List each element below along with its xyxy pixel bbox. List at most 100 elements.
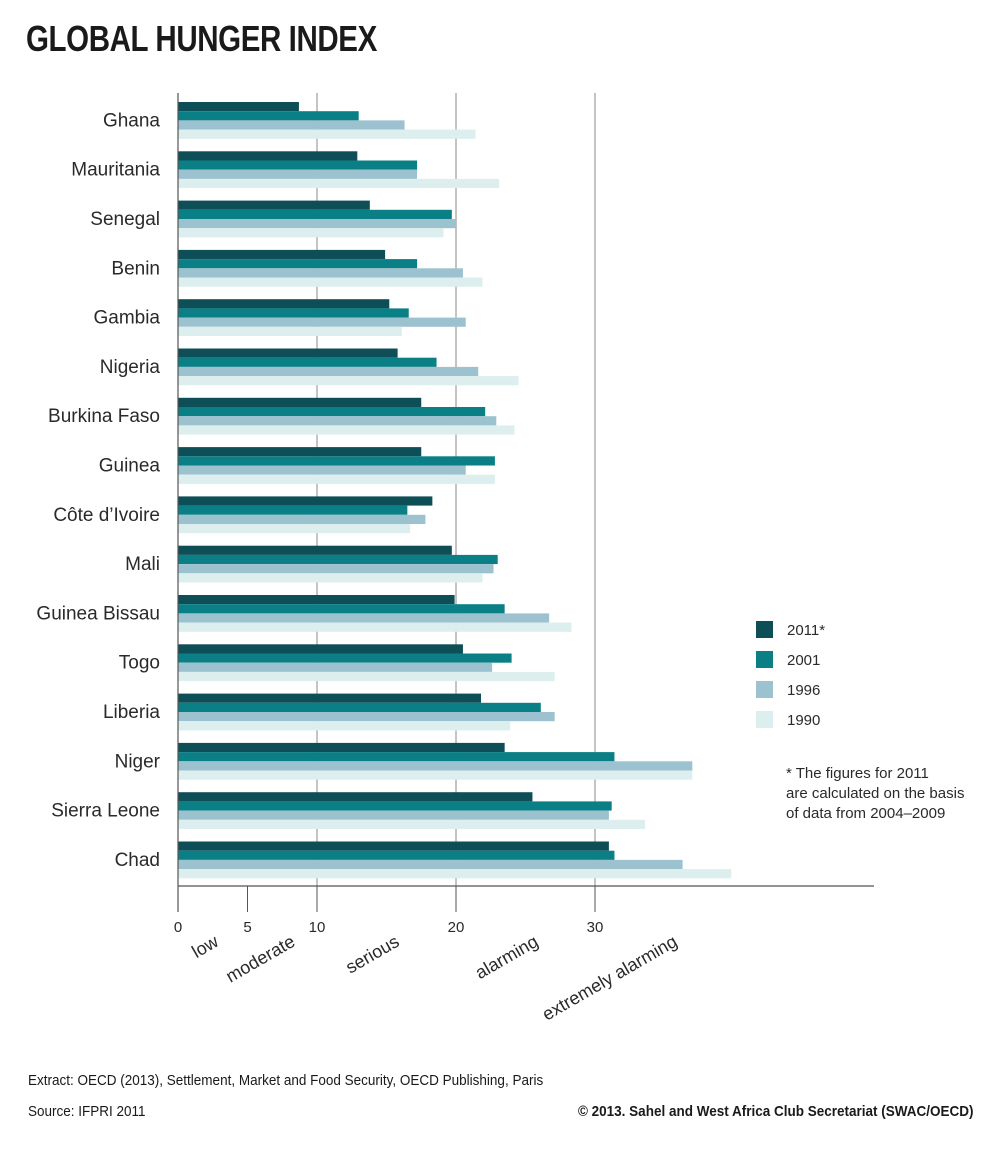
category-label: Benin <box>111 258 160 279</box>
category-label: Mali <box>125 554 160 575</box>
category-label: Sierra Leone <box>51 801 160 822</box>
category-label: Gambia <box>93 308 160 329</box>
category-label: Niger <box>115 751 161 772</box>
bar-1990-benin <box>178 277 483 287</box>
bar-2011-mauritania <box>178 151 358 161</box>
bar-2001-guinea-bissau <box>178 604 505 614</box>
bar-1990-mauritania <box>178 178 500 189</box>
category-label: Mauritania <box>71 160 160 181</box>
bar-1990-c-te-d-ivoire <box>178 524 411 534</box>
category-labels: Ghana Mauritania Senegal Benin Gambia Nigeria… <box>36 110 160 871</box>
x-tick-label: 5 <box>243 919 251 936</box>
severity-band-label: extremely alarming <box>539 931 681 1024</box>
bar-2001-togo <box>178 653 512 663</box>
bar-2001-chad <box>178 850 615 860</box>
bar-2001-nigeria <box>178 357 437 367</box>
severity-band-label: alarming <box>472 931 542 983</box>
bar-1996-sierra-leone <box>178 810 609 820</box>
bar-1990-togo <box>178 671 555 682</box>
bar-2011-c-te-d-ivoire <box>178 496 433 506</box>
bar-2011-gambia <box>178 299 390 309</box>
chart-title: GLOBAL HUNGER INDEX <box>26 18 377 59</box>
bar-1990-ghana <box>178 129 476 139</box>
bar-2001-ghana <box>178 111 359 121</box>
bar-2001-c-te-d-ivoire <box>178 505 408 515</box>
bar-1996-senegal <box>178 219 456 229</box>
bar-2011-benin <box>178 249 386 260</box>
bar-1996-burkina-faso <box>178 416 497 426</box>
category-label: Ghana <box>103 110 160 131</box>
x-tick-label: 20 <box>448 919 465 936</box>
legend-label: 2001 <box>787 652 820 669</box>
bar-2001-mali <box>178 554 498 565</box>
bar-1996-togo <box>178 662 493 672</box>
extract-text: Extract: OECD (2013), Settlement, Market… <box>28 1072 544 1089</box>
bar-1996-guinea-bissau <box>178 613 550 623</box>
category-label: Côte d’Ivoire <box>53 505 160 526</box>
bar-2001-liberia <box>178 702 541 712</box>
x-tick-label: 10 <box>309 919 326 936</box>
hunger-index-chart: Ghana Mauritania Senegal Benin Gambia Nigeria… <box>36 93 964 1025</box>
bar-2001-niger <box>178 752 615 762</box>
legend-label: 1996 <box>787 682 820 699</box>
bar-1990-nigeria <box>178 376 519 386</box>
bar-2011-burkina-faso <box>178 397 422 407</box>
bar-1996-guinea <box>178 465 466 475</box>
bar-1990-sierra-leone <box>178 819 646 829</box>
bar-1996-chad <box>178 859 683 870</box>
bar-2001-benin <box>178 259 418 269</box>
bar-1996-ghana <box>178 120 405 130</box>
legend-label: 1990 <box>787 712 820 729</box>
bar-2011-guinea <box>178 447 422 457</box>
bar-2011-guinea-bissau <box>178 595 455 605</box>
tick-labels: 0 5 10 20 30 <box>174 919 604 936</box>
bar-2011-mali <box>178 545 452 555</box>
category-label: Liberia <box>103 702 160 723</box>
bar-2011-niger <box>178 742 505 753</box>
footnote-line: of data from 2004–2009 <box>786 805 945 822</box>
severity-band-label: serious <box>342 931 402 977</box>
bar-2001-mauritania <box>178 160 418 170</box>
category-label: Chad <box>115 850 160 871</box>
bar-1990-gambia <box>178 326 402 336</box>
footnote-line: * The figures for 2011 <box>786 765 929 782</box>
bar-2001-guinea <box>178 456 495 466</box>
bar-1996-gambia <box>178 317 466 327</box>
legend-swatch <box>756 711 773 728</box>
bar-1990-senegal <box>178 228 444 238</box>
legend-swatch <box>756 621 773 638</box>
category-label: Guinea <box>99 456 161 477</box>
bar-1996-niger <box>178 761 693 771</box>
category-label: Togo <box>119 653 160 674</box>
footnote: * The figures for 2011 are calculated on … <box>786 765 964 822</box>
bar-2011-sierra-leone <box>178 792 533 802</box>
bar-1990-niger <box>178 770 693 780</box>
legend-label: 2011* <box>787 622 825 639</box>
bar-1996-mali <box>178 564 494 574</box>
bar-2011-chad <box>178 841 609 851</box>
bar-1990-burkina-faso <box>178 425 515 435</box>
bar-1996-nigeria <box>178 366 479 377</box>
legend-swatch <box>756 651 773 668</box>
bar-2011-senegal <box>178 200 370 210</box>
bar-2001-sierra-leone <box>178 801 612 811</box>
bar-1990-guinea <box>178 474 495 484</box>
severity-band-label: low <box>188 931 222 962</box>
bar-1990-mali <box>178 573 483 583</box>
bar-2011-nigeria <box>178 348 398 358</box>
bar-2001-gambia <box>178 308 409 318</box>
x-tick-label: 0 <box>174 919 182 936</box>
bar-1990-guinea-bissau <box>178 622 572 632</box>
bar-1996-mauritania <box>178 169 418 179</box>
source-text: Source: IFPRI 2011 <box>28 1103 146 1120</box>
copyright-text: © 2013. Sahel and West Africa Club Secre… <box>578 1103 974 1120</box>
legend: 2011* 2001 1996 1990 <box>756 621 825 729</box>
bar-2001-senegal <box>178 209 452 219</box>
bar-2011-togo <box>178 644 463 654</box>
footnote-line: are calculated on the basis <box>786 785 964 802</box>
bar-1990-liberia <box>178 721 511 731</box>
category-label: Senegal <box>90 209 160 230</box>
bars <box>178 102 732 879</box>
bar-1996-benin <box>178 268 463 278</box>
